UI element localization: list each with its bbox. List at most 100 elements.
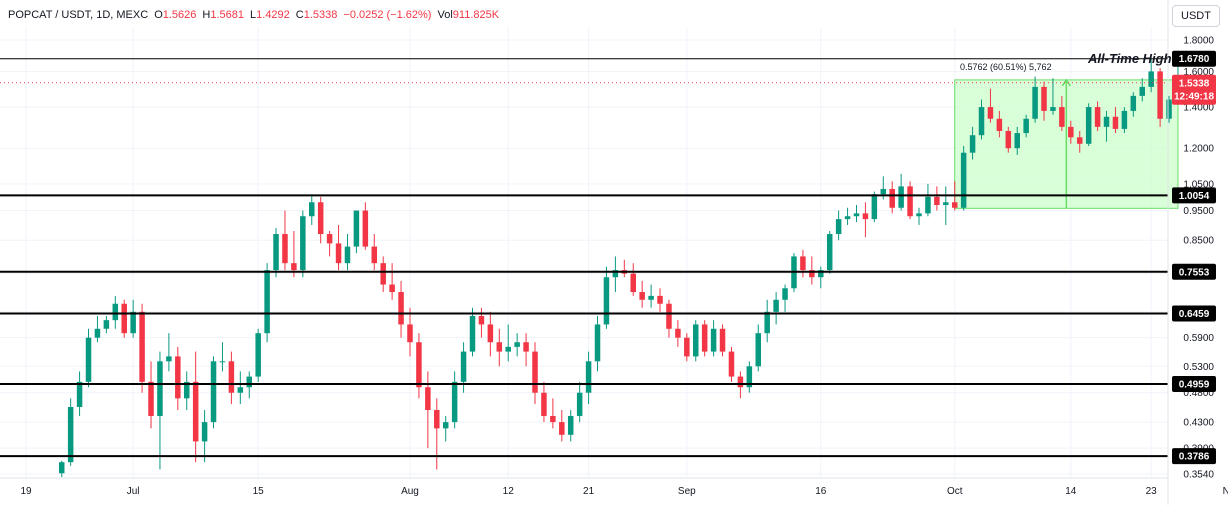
y-tick-label: 1.4000 (1183, 103, 1214, 114)
candle-body (871, 194, 878, 220)
candle-body (675, 328, 681, 338)
candle-body (969, 135, 976, 153)
candle-body (1103, 116, 1110, 127)
candle-body (523, 342, 529, 352)
candle (148, 361, 154, 429)
symbol-pair[interactable]: POPCAT / USDT, 1D, MEXC (8, 9, 149, 21)
candle-body (826, 234, 833, 271)
candle-body (1139, 86, 1145, 96)
candle (862, 202, 869, 238)
last-price-tag (1172, 74, 1216, 105)
candle (1014, 126, 1020, 155)
candle-body (85, 337, 92, 382)
candle (782, 284, 788, 312)
candle (157, 351, 163, 470)
x-tick-label: 21 (583, 486, 595, 497)
level-price-tag (1172, 187, 1216, 204)
candle (166, 333, 172, 372)
y-tick-label: 0.4800 (1183, 388, 1214, 399)
candle (76, 371, 83, 416)
candle (398, 280, 404, 338)
candle-body (1112, 116, 1119, 129)
candle (407, 307, 413, 357)
candle (344, 234, 351, 271)
candle-body (94, 328, 101, 338)
candle-body (398, 292, 404, 325)
candle (371, 234, 378, 271)
change-value: −0.0252 (−1.62%) (343, 9, 432, 21)
candle-body (139, 311, 145, 382)
candle-body (567, 415, 574, 435)
candle-body (800, 256, 806, 271)
candle-body (844, 216, 851, 220)
candle (183, 371, 190, 410)
candle (523, 333, 529, 367)
candle-body (594, 324, 601, 362)
candle (85, 328, 92, 388)
candle (335, 224, 342, 271)
candle-body (960, 152, 967, 208)
currency-button[interactable]: USDT (1172, 5, 1220, 27)
y-tick-label: 0.5300 (1183, 362, 1214, 373)
candle-body (362, 210, 369, 247)
candle-body (862, 213, 869, 220)
candle (389, 263, 395, 300)
low-key: L (250, 9, 257, 21)
high-key: H (202, 9, 211, 21)
candle-body (121, 303, 127, 334)
candle (1059, 95, 1065, 131)
candle-body (103, 320, 110, 329)
candle-body (487, 324, 494, 343)
candle-body (300, 216, 306, 271)
candle-body (835, 219, 842, 235)
candle-body (76, 381, 83, 408)
candle-body (666, 303, 672, 329)
candle (291, 230, 297, 278)
candle-body (773, 299, 779, 312)
candle-body (353, 210, 360, 247)
candle-body (746, 366, 753, 388)
candle-body (1023, 118, 1029, 134)
candle (969, 126, 976, 160)
x-tick-label: 12 (503, 486, 515, 497)
candle (1103, 110, 1110, 142)
candle (219, 342, 226, 372)
candle-body (255, 333, 261, 377)
candle-body (219, 361, 226, 363)
candle-body (264, 270, 270, 334)
x-tick-label: Sep (678, 486, 696, 497)
candle (818, 266, 824, 289)
candle-body (684, 337, 690, 357)
candle-body (889, 188, 895, 208)
candle-body (273, 234, 279, 271)
candle-body (1014, 133, 1020, 149)
candle (987, 88, 994, 123)
candle-body (1005, 130, 1012, 149)
candle-body (809, 270, 815, 278)
candle (237, 371, 244, 405)
candle (693, 320, 699, 362)
candle-body (1032, 86, 1038, 119)
candle-body (416, 342, 422, 388)
level-price-tag (1172, 50, 1216, 67)
candle-body (576, 392, 583, 416)
candle (541, 381, 547, 423)
candle-body (657, 295, 663, 304)
candle-body (389, 284, 395, 293)
candle-body (246, 376, 252, 388)
candle-body (1121, 110, 1128, 129)
candle-body (737, 376, 744, 388)
candle-body (719, 328, 726, 352)
candle (425, 371, 431, 449)
candle (898, 173, 904, 211)
level-price-tag (1172, 305, 1216, 322)
candle-body (943, 202, 949, 205)
candle-body (693, 324, 699, 357)
level-price-tag (1172, 448, 1216, 465)
measure-arrow-head (1061, 78, 1071, 87)
x-tick-label: Oct (947, 486, 963, 497)
candle-body (1041, 86, 1047, 111)
candle-body (648, 295, 654, 300)
candle (282, 210, 288, 271)
